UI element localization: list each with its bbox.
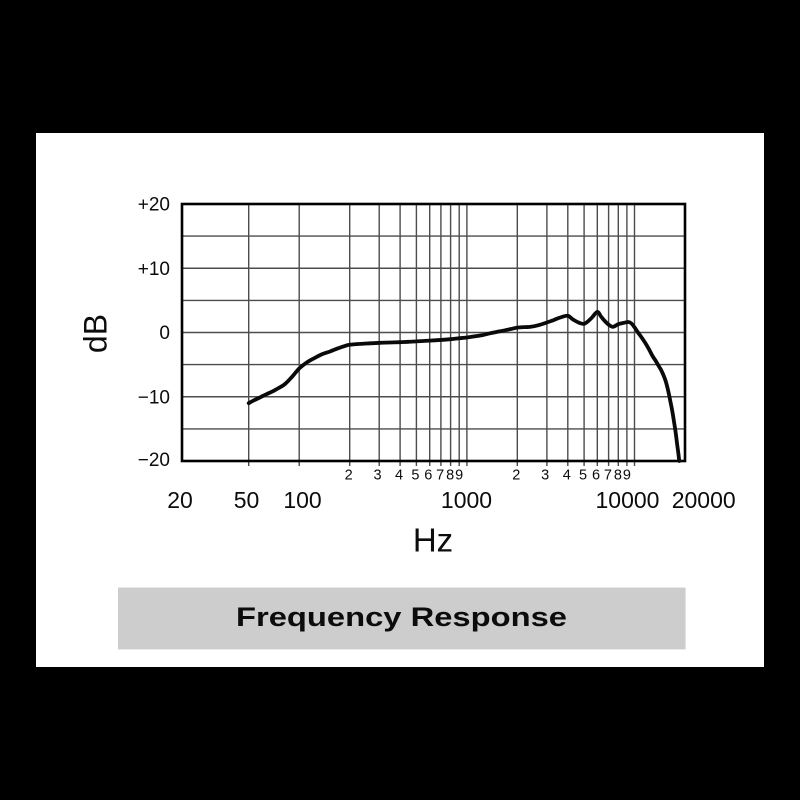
svg-text:−20: −20 bbox=[138, 450, 170, 471]
svg-text:2: 2 bbox=[345, 468, 353, 484]
svg-text:Frequency Response: Frequency Response bbox=[236, 602, 567, 632]
svg-text:10000: 10000 bbox=[596, 487, 660, 513]
svg-text:+20: +20 bbox=[138, 195, 170, 216]
svg-text:9: 9 bbox=[455, 468, 463, 484]
svg-text:9: 9 bbox=[623, 468, 631, 484]
svg-text:7: 7 bbox=[604, 468, 612, 484]
svg-text:20: 20 bbox=[167, 487, 193, 513]
svg-text:Hz: Hz bbox=[413, 522, 453, 559]
svg-text:6: 6 bbox=[592, 468, 600, 484]
svg-text:0: 0 bbox=[159, 323, 170, 344]
svg-text:3: 3 bbox=[541, 468, 549, 484]
svg-text:+10: +10 bbox=[138, 259, 170, 280]
svg-text:7: 7 bbox=[436, 468, 444, 484]
svg-text:20000: 20000 bbox=[672, 487, 736, 513]
svg-text:4: 4 bbox=[563, 468, 571, 484]
svg-text:6: 6 bbox=[424, 468, 432, 484]
svg-text:−10: −10 bbox=[138, 387, 170, 408]
svg-text:3: 3 bbox=[373, 468, 381, 484]
svg-text:8: 8 bbox=[446, 468, 454, 484]
svg-text:1000: 1000 bbox=[441, 487, 492, 513]
svg-text:5: 5 bbox=[411, 468, 419, 484]
svg-text:5: 5 bbox=[579, 468, 587, 484]
svg-text:4: 4 bbox=[395, 468, 403, 484]
svg-text:100: 100 bbox=[283, 487, 321, 513]
svg-text:dB: dB bbox=[78, 314, 114, 353]
svg-text:8: 8 bbox=[614, 468, 622, 484]
svg-text:50: 50 bbox=[234, 487, 260, 513]
svg-text:2: 2 bbox=[512, 468, 520, 484]
